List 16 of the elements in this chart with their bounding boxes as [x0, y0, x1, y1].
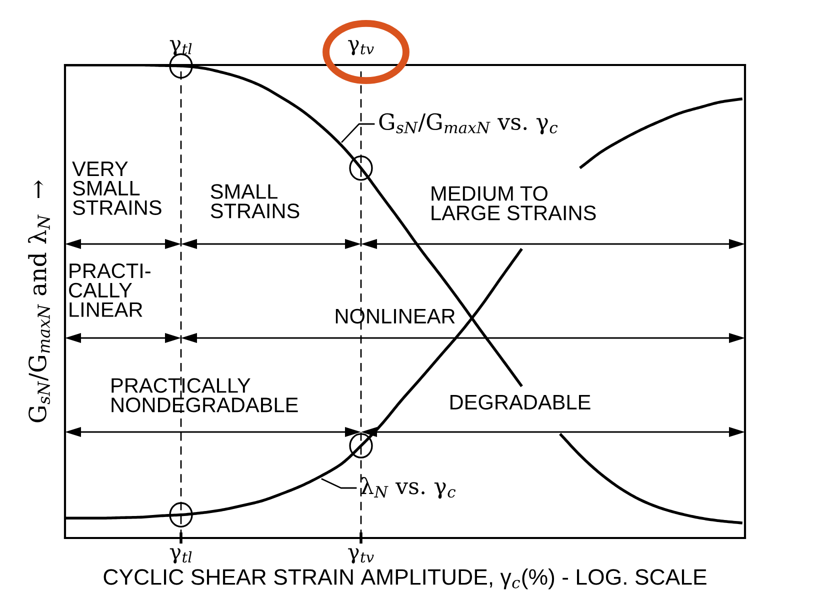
- annotation: SMALL STRAINS: [210, 184, 300, 218]
- annotation: DEGRADABLE: [450, 394, 590, 410]
- text: γ$_{tl}$: [170, 40, 192, 56]
- point: [349, 433, 373, 458]
- point: [349, 155, 373, 181]
- annotation: PRACTI- CALLY LINEAR: [69, 263, 150, 317]
- annotation: VERY SMALL STRAINS: [72, 162, 162, 216]
- annotation: NONLINEAR: [336, 308, 455, 324]
- legend-label: G$_{sN}$/G$_{maxN}$ vs. γ$_{c}$: [379, 113, 558, 134]
- annotation: MEDIUM TO LARGE STRAINS: [432, 186, 596, 220]
- legend-label: λ$_{N}$ vs. γ$_{c}$: [360, 477, 456, 499]
- x-axis-title: CYCLIC SHEAR STRAIN AMPLITUDE, γ$_{c}$(%) - LOG. SCALE: [104, 568, 706, 590]
- annotation: PRACTICALLY NONDEGRADABLE: [112, 378, 298, 412]
- y-axis-title: G$_{sN}$/G$_{maxN}$ and λ$_{N}$ →: [28, 180, 50, 422]
- text: γ$_{tv}$: [348, 40, 374, 56]
- point: [169, 502, 193, 528]
